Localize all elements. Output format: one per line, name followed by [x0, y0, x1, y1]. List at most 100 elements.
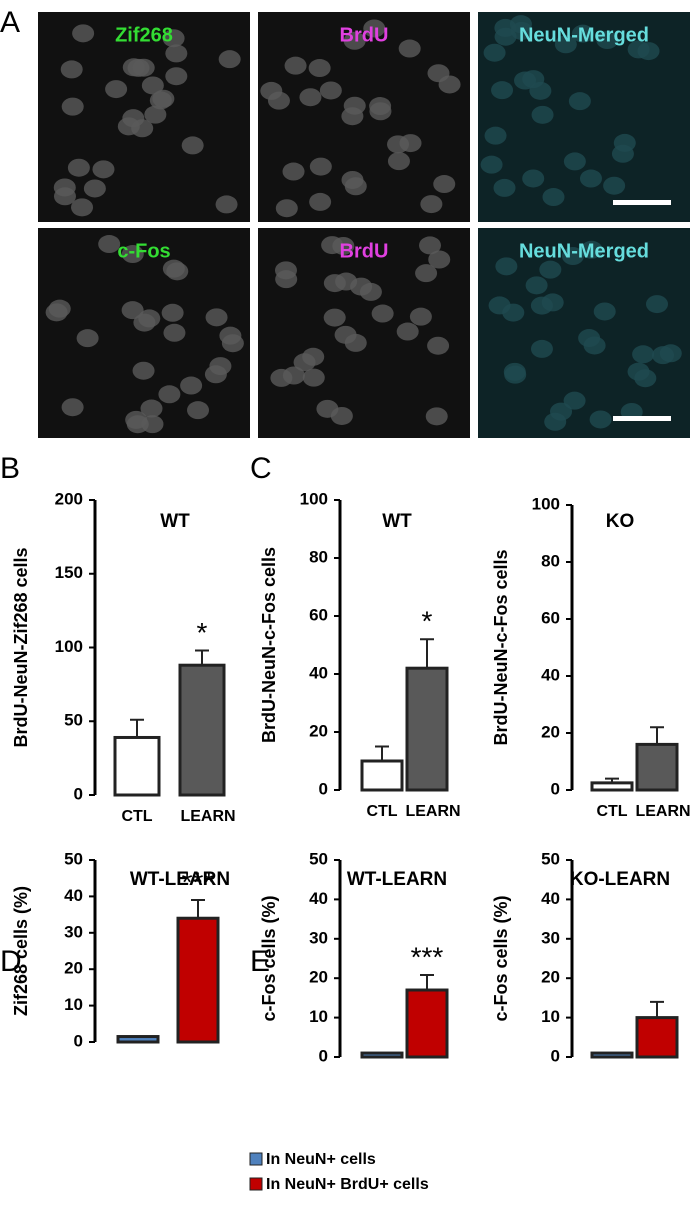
legend-swatch: [249, 1152, 263, 1166]
y-tick-label: 0: [551, 779, 560, 798]
bar: [635, 742, 679, 792]
nucleus: [427, 64, 450, 83]
y-tick-label: 20: [309, 968, 328, 987]
nucleus: [165, 44, 188, 63]
chart-title: WT-LEARN: [130, 869, 230, 890]
nucleus: [158, 385, 181, 404]
nucleus: [98, 235, 121, 254]
image-label: NeuN-Merged: [519, 240, 649, 262]
y-tick-label: 50: [64, 711, 83, 730]
nucleus: [491, 81, 514, 100]
panel-label: D: [0, 945, 22, 978]
y-tick-label: 60: [541, 608, 560, 627]
nucleus: [484, 126, 507, 145]
y-tick-label: 100: [532, 494, 560, 513]
bar: [176, 916, 220, 1044]
y-tick-label: 0: [319, 779, 328, 798]
nucleus: [343, 31, 366, 50]
y-tick-label: 0: [319, 1046, 328, 1065]
nucleus: [659, 344, 682, 363]
nucleus: [180, 376, 203, 395]
y-tick-label: 50: [541, 849, 560, 868]
nucleus: [433, 175, 456, 194]
x-tick-label: CTL: [366, 803, 397, 820]
y-tick-label: 10: [309, 1007, 328, 1026]
nucleus: [561, 247, 584, 266]
y-axis-label: c-Fos cells (%): [491, 895, 511, 1021]
nucleus: [494, 27, 517, 46]
nucleus: [579, 169, 602, 188]
nucleus: [420, 195, 443, 214]
nucleus: [544, 412, 567, 431]
nucleus: [308, 59, 331, 78]
nucleus: [309, 157, 332, 176]
nucleus: [152, 89, 175, 108]
y-tick-label: 40: [541, 889, 560, 908]
scale-bar: [613, 416, 671, 421]
nucleus: [302, 347, 325, 366]
nucleus: [344, 177, 367, 196]
nucleus: [488, 296, 511, 315]
nucleus: [369, 102, 392, 121]
nucleus: [53, 187, 76, 206]
y-tick-label: 80: [541, 551, 560, 570]
nucleus: [126, 415, 149, 434]
y-tick-label: 0: [74, 1031, 83, 1050]
x-tick-label: LEARN: [405, 803, 460, 820]
y-tick-label: 40: [309, 663, 328, 682]
x-tick-label: CTL: [121, 808, 152, 825]
nucleus: [483, 43, 506, 62]
y-axis-label: c-Fos cells (%): [259, 895, 279, 1021]
nucleus: [578, 329, 601, 348]
nucleus: [580, 240, 603, 259]
nucleus: [319, 81, 342, 100]
chart-title: WT: [160, 511, 190, 532]
y-tick-label: 150: [55, 563, 83, 582]
nucleus: [409, 307, 432, 326]
panel-label: A: [0, 6, 20, 39]
y-tick-label: 0: [551, 1046, 560, 1065]
nucleus: [299, 88, 322, 107]
nucleus: [132, 361, 155, 380]
y-tick-label: 40: [541, 665, 560, 684]
nucleus: [525, 276, 548, 295]
significance: ***: [411, 941, 444, 972]
nucleus: [275, 199, 298, 218]
legend-label: In NeuN+ cells: [266, 1151, 376, 1168]
nucleus: [121, 301, 144, 320]
nucleus: [425, 407, 448, 426]
nucleus: [105, 80, 128, 99]
nucleus: [218, 50, 241, 69]
nucleus: [163, 323, 186, 342]
error-bar: [130, 718, 144, 738]
nucleus: [284, 56, 307, 75]
significance: ***: [182, 866, 215, 897]
nucleus: [627, 40, 650, 59]
nucleus: [428, 250, 451, 269]
nucleus: [387, 152, 410, 171]
nucleus: [343, 96, 366, 115]
nucleus: [542, 188, 565, 207]
nucleus: [282, 162, 305, 181]
nucleus: [427, 336, 450, 355]
nucleus: [632, 345, 655, 364]
nucleus: [563, 391, 586, 410]
nucleus: [302, 368, 325, 387]
chart-title: WT: [382, 511, 412, 532]
nucleus: [596, 31, 619, 50]
nucleus: [309, 192, 332, 211]
y-tick-label: 40: [64, 886, 83, 905]
nucleus: [646, 295, 669, 314]
nucleus: [503, 362, 526, 381]
nucleus: [187, 401, 210, 420]
y-tick-label: 0: [74, 784, 83, 803]
y-tick-label: 20: [541, 722, 560, 741]
nucleus: [117, 117, 140, 136]
significance: *: [197, 617, 208, 648]
nucleus: [165, 67, 188, 86]
bar: [360, 759, 404, 792]
y-tick-label: 50: [309, 849, 328, 868]
y-tick-label: 200: [55, 489, 83, 508]
chart-title: KO-LEARN: [570, 869, 670, 890]
